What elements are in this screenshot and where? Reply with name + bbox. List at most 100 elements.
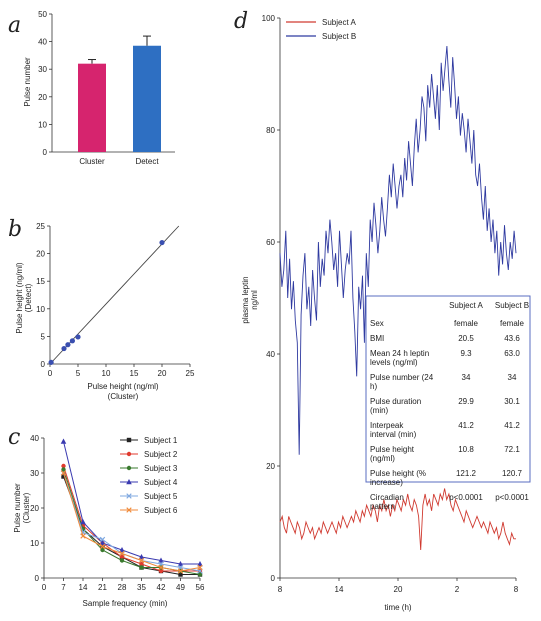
panel-b-xtick-label-1: 5 xyxy=(76,369,81,378)
panel-c-xtick-label-8: 56 xyxy=(196,583,205,592)
panel-d-table-row-0-a: female xyxy=(454,319,479,328)
panel-b-point-2 xyxy=(65,342,71,348)
panel-d-legend-label-1: Subject A xyxy=(322,18,356,27)
panel-d-table-row-0-label-line-0: Sex xyxy=(370,319,384,328)
panel-d-table-row-4-label-line-0: Pulse duration xyxy=(370,397,421,406)
panel-c-ytick-label-1: 10 xyxy=(30,539,39,548)
panel-c-series-line-2 xyxy=(63,465,200,572)
panel-d-table-row-5-b: 41.2 xyxy=(504,421,520,430)
panel-d-table-row-4-label-line-1: (min) xyxy=(370,406,389,415)
panel-d-table-row-5-label-line-0: Interpeak xyxy=(370,421,404,430)
panel-c-legend-label-6: Subject 6 xyxy=(144,506,178,515)
panel-a-ytick-label-2: 20 xyxy=(38,93,47,102)
panel-d-table-row-8-label-line-1: pattern xyxy=(370,502,395,511)
panel-c-point-2-4 xyxy=(139,561,144,567)
panel-c-xtick-label-1: 7 xyxy=(61,583,66,592)
panel-b-point-4 xyxy=(75,334,81,340)
panel-c-point-4-7 xyxy=(197,561,203,567)
panel-letter-d: d xyxy=(234,9,248,34)
panel-d-table-row-6-label-line-0: Pulse height xyxy=(370,445,415,454)
panel-c-point-3-4 xyxy=(139,565,144,570)
panel-c-legend-marker-4 xyxy=(126,479,132,485)
panel-b-ytick-label-0: 0 xyxy=(41,360,46,369)
panel-c-ytick-label-2: 20 xyxy=(30,504,39,513)
panel-c-ylabel-1: Pulse number xyxy=(13,483,22,533)
panel-d-table-row-0-b: female xyxy=(500,319,525,328)
panel-a-category-label-0: Cluster xyxy=(79,157,105,166)
panel-b-xtick-label-3: 15 xyxy=(130,369,139,378)
panel-c-legend-label-4: Subject 4 xyxy=(144,478,178,487)
panel-d-table-row-8-a: p<0.0001 xyxy=(449,493,483,502)
panel-c-series-line-6 xyxy=(63,472,201,572)
panel-d-table-header-2: Subject B xyxy=(495,301,529,310)
panel-d-series-line-2 xyxy=(279,45,517,455)
panel-c-point-6-6 xyxy=(177,568,184,574)
panel-c-point-6-5 xyxy=(158,564,164,571)
panel-c-point-5-2 xyxy=(99,536,106,543)
panel-b-xlabel-1: Pulse height (ng/ml) xyxy=(87,382,158,391)
panel-c-line-chart: Pulse number (Cluster) Sample frequency … xyxy=(13,434,205,608)
panel-d-table-row-2-label-line-1: levels (ng/ml) xyxy=(370,358,418,367)
panel-d-table-row-2-label-line-0: Mean 24 h leptin xyxy=(370,349,429,358)
panel-c-point-4-6 xyxy=(177,561,184,567)
panel-d-ytick-label-4: 80 xyxy=(266,126,275,135)
panel-c-point-1-6 xyxy=(178,572,183,577)
panel-c-xtick-label-7: 49 xyxy=(176,583,185,592)
panel-c-legend-marker-5 xyxy=(126,493,132,499)
panel-c-legend-marker-1 xyxy=(126,437,132,443)
panel-a-category-label-1: Detect xyxy=(135,157,159,166)
panel-c-point-4-1 xyxy=(80,519,86,525)
panel-c-point-6-4 xyxy=(138,557,145,564)
panel-c-point-6-1 xyxy=(80,533,86,539)
panel-c-point-3-0 xyxy=(61,467,66,472)
panel-a-ylabel: Pulse number xyxy=(23,57,32,107)
panel-d-table-row-5-a: 41.2 xyxy=(458,421,474,430)
panel-c-point-6-2 xyxy=(99,543,106,550)
panel-letter-a: a xyxy=(8,13,21,38)
panel-d-table-row-7-label-line-1: increase) xyxy=(370,478,403,487)
panel-letter-c: c xyxy=(8,425,20,450)
panel-d-table-row-7-a: 121.2 xyxy=(456,469,477,478)
panel-b-ylabel-2: (Detect) xyxy=(24,283,33,312)
panel-c-xtick-label-4: 28 xyxy=(118,583,127,592)
panel-b-ytick-label-4: 20 xyxy=(36,250,45,259)
panel-d-ytick-label-3: 60 xyxy=(266,238,275,247)
panel-c-xtick-label-0: 0 xyxy=(42,583,47,592)
panel-c-legend-label-3: Subject 3 xyxy=(144,464,178,473)
panel-d-table-row-5-label-line-1: interval (min) xyxy=(370,430,417,439)
panel-d-table-header-1: Subject A xyxy=(449,301,483,310)
panel-d-table-row-8-b: p<0.0001 xyxy=(495,493,529,502)
panel-b-ytick-label-1: 5 xyxy=(41,332,46,341)
panel-d-xtick-label-0: 8 xyxy=(278,585,283,594)
panel-a-ytick-label-1: 10 xyxy=(38,120,47,129)
panel-b-point-5 xyxy=(159,239,165,246)
panel-d-table-row-8-label-line-0: Circadian xyxy=(370,493,404,502)
panel-d-table-row-1-b: 43.6 xyxy=(504,334,520,343)
panel-b-ytick-label-5: 25 xyxy=(36,222,45,231)
panel-d-table-row-3-label-line-0: Pulse number (24 xyxy=(370,373,434,382)
panel-c-legend-label-1: Subject 1 xyxy=(144,436,178,445)
panel-d-table-box xyxy=(365,295,531,483)
panel-d-table-row-4-a: 29.9 xyxy=(458,397,474,406)
panel-d-table-row-2-a: 9.3 xyxy=(460,349,472,358)
panel-d-series-line-1 xyxy=(279,488,516,551)
panel-b-xtick-label-2: 10 xyxy=(102,369,111,378)
panel-c-point-3-3 xyxy=(119,558,125,563)
panel-d-table-row-4-b: 30.1 xyxy=(504,397,520,406)
panel-d-table-row-2-b: 63.0 xyxy=(504,349,520,358)
panel-c-ytick-label-0: 0 xyxy=(35,574,40,583)
panel-d-table-row-1-a: 20.5 xyxy=(458,334,474,343)
panel-c-legend-label-5: Subject 5 xyxy=(144,492,178,501)
panel-a-ytick-label-4: 40 xyxy=(38,38,47,47)
panel-b-scatter-chart: Pulse height (ng/ml) (Detect) Pulse heig… xyxy=(15,222,195,401)
panel-c-legend-marker-2 xyxy=(126,451,132,457)
panel-b-xtick-label-4: 20 xyxy=(158,369,167,378)
panel-d-ylabel-1: plasma leptin xyxy=(241,276,250,323)
panel-d-ytick-label-0: 0 xyxy=(271,574,276,583)
panel-c-point-1-0 xyxy=(61,474,66,479)
panel-a-bar-0 xyxy=(78,63,106,152)
panel-b-ytick-label-2: 10 xyxy=(36,305,45,314)
panel-a-ytick-label-5: 50 xyxy=(38,10,47,19)
panel-d-table-row-1-label-line-0: BMI xyxy=(370,334,384,343)
